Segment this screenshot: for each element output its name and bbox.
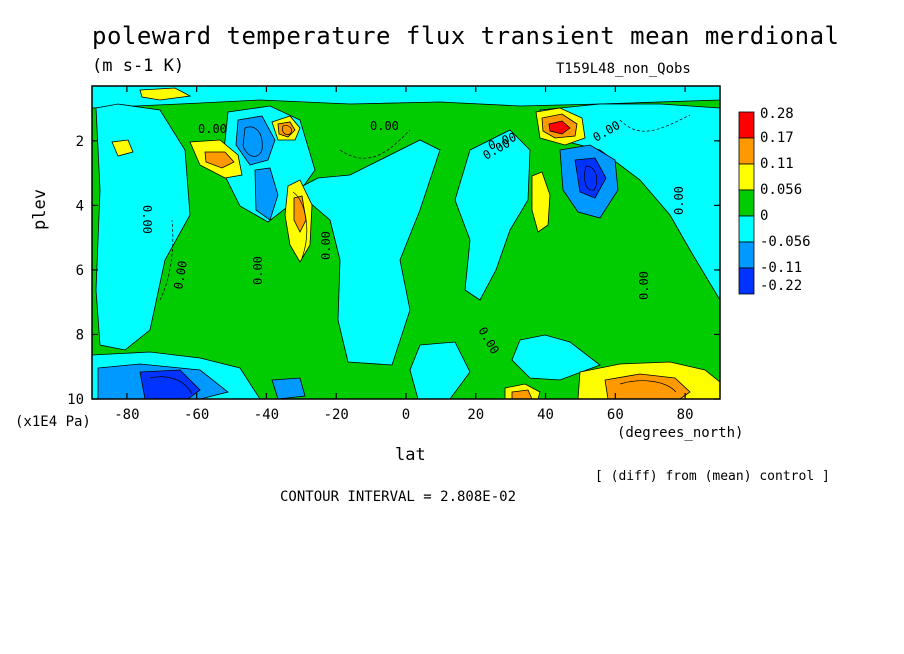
contour-line — [339, 129, 411, 159]
contour-lines — [149, 114, 691, 395]
x-axis-label: lat — [395, 445, 426, 465]
colorbar-swatch — [738, 137, 755, 165]
contour-line — [242, 126, 263, 157]
contour-label: 0.00 — [672, 186, 686, 215]
colorbar-label: 0.11 — [760, 156, 794, 172]
y-tick-label: 2 — [76, 134, 84, 150]
contour-label: 0.00 — [319, 231, 333, 260]
region-orange-bottom-eq — [511, 389, 533, 399]
x-tick-label: 20 — [467, 407, 484, 423]
region-cyan-tropics — [454, 129, 531, 301]
region-yellow-small-south — [111, 139, 134, 157]
y-tick-label: 8 — [76, 327, 84, 343]
diff-note: [ (diff) from (mean) control ] — [595, 469, 830, 484]
contour-line — [149, 376, 193, 395]
plot-field — [92, 86, 720, 399]
x-tick-label: -40 — [254, 407, 279, 423]
colorbar-label: 0 — [760, 208, 768, 224]
contour-label: 0.00 — [637, 271, 651, 300]
region-blue-subtrop-south — [254, 167, 279, 221]
blue-cores — [97, 115, 619, 399]
region-blue-midlat-south — [235, 115, 276, 166]
region-cyan-eq-bottom — [409, 341, 471, 399]
region-yellow-top-south — [139, 87, 192, 101]
contour-interval: CONTOUR INTERVAL = 2.808E-02 — [280, 489, 517, 505]
colorbar-swatch — [738, 241, 755, 269]
colorbar-label: -0.22 — [760, 278, 802, 294]
colorbar-label: -0.11 — [760, 260, 802, 276]
colorbar-label: 0.056 — [760, 182, 802, 198]
x-tick-label: 40 — [537, 407, 554, 423]
colorbar-swatch — [738, 163, 755, 191]
region-blue-bottom-mid — [271, 377, 306, 399]
region-cyan-south-polar — [95, 103, 191, 351]
x-tick-label: 60 — [607, 407, 624, 423]
y-tick-label: 6 — [76, 263, 84, 279]
run-label: T159L48_non_Qobs — [556, 61, 691, 77]
y-tick-label: 10 — [67, 392, 84, 408]
colorbar-swatch — [738, 267, 755, 295]
region-yellow-north-1 — [531, 171, 551, 233]
positive-cores — [111, 87, 720, 399]
contour-line — [619, 114, 691, 132]
colorbar-label: 0.28 — [760, 106, 794, 122]
contour-line — [292, 191, 308, 259]
colorbar-swatch — [738, 189, 755, 217]
colorbar-label: 0.17 — [760, 130, 794, 146]
x-tick-label: -20 — [324, 407, 349, 423]
region-orange-south-2 — [293, 195, 307, 233]
colorbar-label: -0.056 — [760, 234, 811, 250]
x-tick-label: -60 — [184, 407, 209, 423]
colorbar: 0.28 0.17 0.11 0.056 0 -0.056 -0.11 -0.22 — [738, 106, 811, 295]
x-axis: -80 -60 -40 -20 0 20 40 60 80 — [114, 86, 694, 423]
region-cyan-south-subtrop — [294, 139, 441, 366]
region-red-north-2 — [548, 120, 571, 135]
chart-title: poleward temperature flux transient mean… — [92, 22, 840, 50]
x-tick-label: 80 — [677, 407, 694, 423]
region-cyan-top-band — [92, 86, 720, 109]
region-blue-north-core — [574, 157, 607, 199]
x-tick-label: -80 — [114, 407, 139, 423]
contour-line — [584, 165, 598, 191]
region-orange-bottom-north — [604, 373, 691, 399]
chart-units: (m s-1 K) — [92, 56, 185, 76]
contour-label: 0.00 — [171, 260, 190, 291]
contour-label: 0.00 — [370, 119, 399, 133]
contour-label: 0.00 — [198, 122, 227, 136]
x-tick-label: 0 — [402, 407, 410, 423]
contour-line — [159, 219, 174, 301]
colorbar-swatch — [738, 215, 755, 243]
y-axis-units: (x1E4 Pa) — [15, 414, 91, 430]
region-orange-south-1 — [204, 151, 235, 169]
contour-line — [282, 125, 292, 135]
contour-label: 0.00 — [140, 205, 154, 234]
contour-label: 0.00 — [251, 256, 265, 285]
colorbar-swatch — [738, 111, 755, 139]
contour-line — [619, 380, 677, 393]
y-tick-label: 4 — [76, 198, 84, 214]
y-axis: 2 4 6 8 10 — [67, 134, 720, 408]
x-axis-units: (degrees_north) — [617, 425, 744, 441]
